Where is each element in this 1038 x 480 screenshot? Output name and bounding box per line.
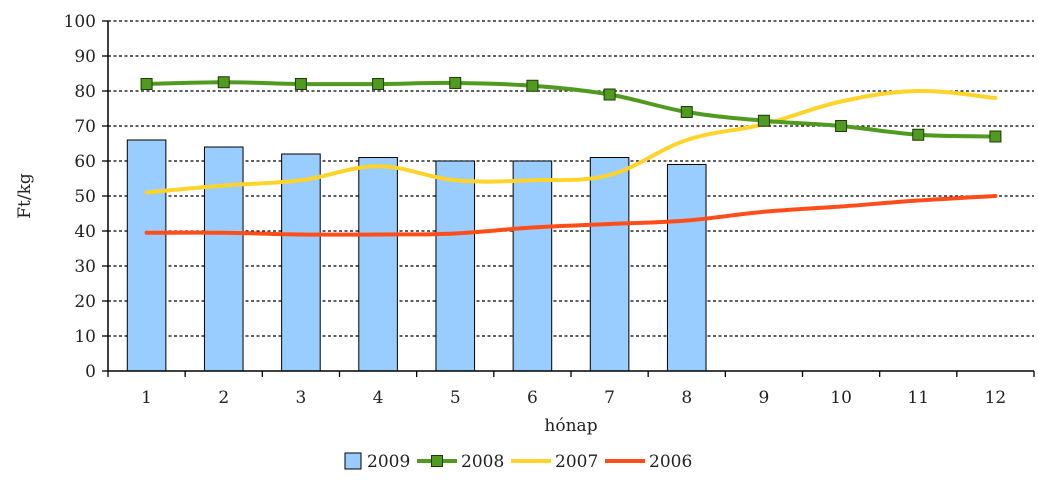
legend-label-2006: 2006: [649, 452, 692, 472]
point-2008-11: [912, 128, 925, 141]
x-tick-label: 2: [218, 388, 229, 408]
y-tick-label: 30: [74, 257, 96, 277]
x-tick-label: 3: [296, 388, 307, 408]
line-2006: [144, 194, 998, 237]
x-axis-title: hónap: [544, 416, 597, 436]
x-tick-label: 11: [907, 388, 929, 408]
y-tick-label: 90: [74, 47, 96, 67]
line-2007: [144, 88, 998, 195]
x-tick-label: 4: [373, 388, 384, 408]
point-2008-7: [603, 88, 616, 101]
point-2008-5: [449, 76, 462, 89]
point-2008-9: [757, 114, 770, 127]
legend-marker-2008: [431, 455, 443, 467]
point-2008-8: [680, 106, 693, 118]
legend-item-2009: 2009: [344, 452, 410, 472]
x-tick-label: 10: [830, 388, 852, 408]
x-tick-label: 1: [141, 388, 152, 408]
x-tick-label: 9: [759, 388, 770, 408]
y-tick-label: 20: [74, 292, 96, 312]
y-tick-label: 100: [64, 12, 96, 32]
y-tick-label: 40: [74, 222, 96, 242]
bar-2009-6: [512, 160, 553, 372]
y-axis-title: Ft/kg: [15, 173, 35, 219]
legend-label-2009: 2009: [367, 452, 410, 472]
y-tick-label: 60: [74, 152, 96, 172]
bar-2009-2: [203, 146, 244, 372]
bar-2009-4: [358, 157, 398, 372]
point-2008-12: [989, 130, 1002, 143]
x-tick-labels: 1 2 3 4 5 6 7 8 9 10 11 12: [141, 388, 1006, 408]
axes: [102, 20, 1035, 377]
y-tick-label: 10: [74, 327, 96, 347]
grid-lines: [108, 20, 1034, 337]
y-tick-label: 50: [74, 187, 96, 207]
x-tick-label: 7: [604, 388, 615, 408]
series-lines: [140, 76, 1002, 237]
bar-2009-8: [666, 164, 707, 372]
x-tick-label: 12: [985, 388, 1007, 408]
legend-item-2008: 2008: [417, 452, 504, 472]
legend-swatch-2009: [344, 452, 362, 470]
bar-2009-7: [589, 157, 630, 372]
point-2008-6: [526, 79, 539, 92]
y-tick-labels: 0 10 20 30 40 50 60 70 80 90 100: [64, 12, 96, 382]
legend: 2009 2008 2007 2006: [344, 452, 692, 472]
legend-label-2008: 2008: [461, 452, 504, 472]
legend-label-2007: 2007: [555, 452, 598, 472]
bar-2009-3: [281, 153, 321, 372]
point-2008-1: [140, 78, 153, 90]
legend-item-2007: 2007: [511, 452, 598, 472]
y-tick-label: 0: [85, 362, 96, 382]
point-2008-10: [835, 120, 848, 132]
x-tick-label: 6: [527, 388, 538, 408]
line-2008: [144, 80, 998, 139]
point-2008-4: [372, 78, 385, 90]
point-2008-3: [294, 78, 307, 90]
bar-2009-1: [126, 139, 167, 372]
legend-item-2006: 2006: [605, 452, 692, 472]
y-tick-label: 70: [74, 117, 96, 137]
y-tick-label: 80: [74, 82, 96, 102]
x-tick-label: 5: [450, 388, 461, 408]
bar-2009-5: [435, 160, 476, 372]
x-tick-label: 8: [681, 388, 692, 408]
point-2008-2: [217, 76, 230, 89]
